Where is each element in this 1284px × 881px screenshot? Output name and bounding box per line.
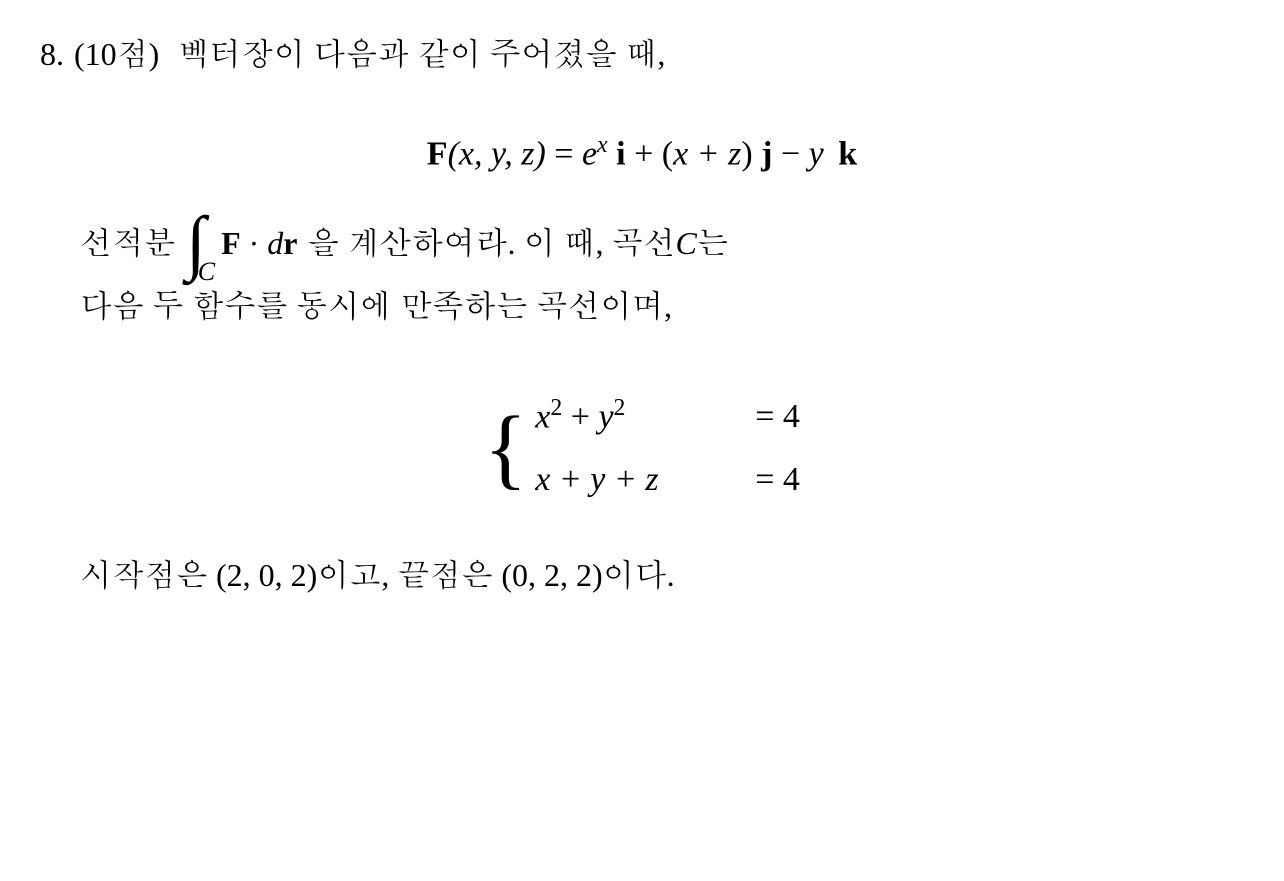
dr-r: r: [283, 225, 297, 261]
problem-points: (10점): [74, 30, 159, 78]
line4-mid: 이고, 끝점은: [317, 557, 501, 593]
line4-post: 이다.: [603, 557, 675, 593]
close-paren: ): [741, 135, 752, 172]
eq2-rhs: = 4: [755, 454, 800, 505]
end-point: (0, 2, 2): [501, 557, 602, 593]
vector-F-args: (x, y, z): [448, 135, 546, 172]
eq1-plus: +: [562, 398, 598, 435]
term3-y: y: [809, 135, 824, 172]
system-eq2: x + y + z = 4: [535, 454, 800, 505]
start-point: (2, 0, 2): [216, 557, 317, 593]
eq-sign: =: [546, 135, 582, 172]
eq1-y-exp: 2: [614, 395, 626, 421]
equation-system: { x2 + y2 = 4 x + y + z = 4: [40, 385, 1244, 511]
endpoints-line: 시작점은 (2, 0, 2)이고, 끝점은 (0, 2, 2)이다.: [40, 551, 1244, 599]
integral-subscript: C: [198, 252, 215, 291]
system-equations: x2 + y2 = 4 x + y + z = 4: [535, 385, 800, 511]
line2-post1: 을 계산하여라. 이 때, 곡선: [307, 219, 675, 267]
dot-product: ·: [241, 225, 268, 261]
dr-d: d: [267, 225, 283, 261]
problem-intro-text: 벡터장이 다음과 같이 주어졌을 때,: [177, 30, 665, 78]
eq2-lhs: x + y + z: [535, 454, 755, 505]
plus-open: + (: [626, 135, 674, 172]
math-problem: 8. (10점) 벡터장이 다음과 같이 주어졌을 때, F(x, y, z) …: [40, 30, 1244, 599]
curve-C: C: [675, 219, 696, 267]
integrand-F: F: [221, 225, 241, 261]
vector-F: F: [427, 135, 448, 172]
eq1-rhs: = 4: [755, 391, 800, 442]
eq1-x-exp: 2: [550, 395, 562, 421]
vector-field-equation: F(x, y, z) = ex i + (x + z) j − y k: [40, 128, 1244, 179]
problem-number: 8.: [40, 30, 64, 78]
left-brace: {: [484, 408, 527, 489]
eq1-y: y: [598, 398, 613, 435]
line2-post2: 는: [697, 219, 729, 267]
unit-i: i: [608, 135, 626, 172]
unit-k: k: [830, 135, 857, 172]
problem-header-line: 8. (10점) 벡터장이 다음과 같이 주어졌을 때,: [40, 30, 1244, 78]
e-exponent: x: [597, 132, 608, 158]
eq1-x: x: [535, 398, 550, 435]
system-eq1: x2 + y2 = 4: [535, 391, 800, 442]
unit-j: j: [753, 135, 773, 172]
line-integral-sentence: 선적분 ∫ C F · dr 을 계산하여라. 이 때, 곡선 C는: [40, 214, 1244, 272]
line2-pre: 선적분: [80, 219, 176, 267]
line3-text: 다음 두 함수를 동시에 만족하는 곡선이며,: [40, 282, 1244, 330]
term2-inner: x + z: [673, 135, 741, 172]
minus: −: [772, 135, 808, 172]
integral-expression: ∫ C F · dr: [186, 214, 297, 272]
e-base: e: [582, 135, 597, 172]
line4-pre: 시작점은: [80, 557, 216, 593]
